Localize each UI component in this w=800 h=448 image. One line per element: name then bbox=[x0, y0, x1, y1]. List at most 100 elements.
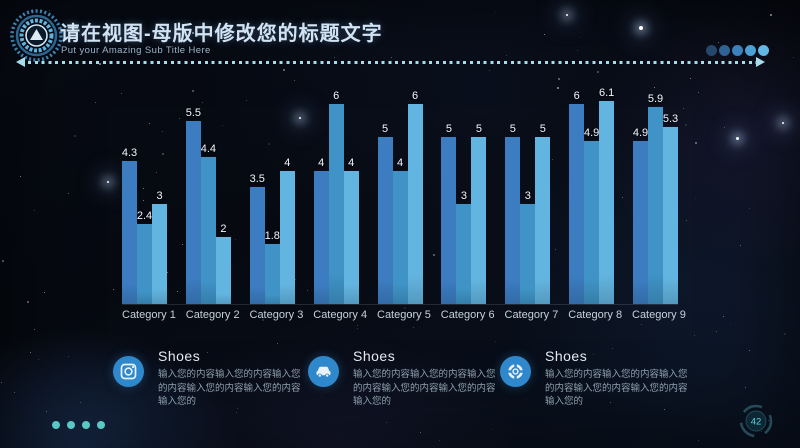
star bbox=[413, 327, 414, 328]
star bbox=[357, 328, 358, 329]
star bbox=[555, 249, 556, 250]
star bbox=[495, 12, 496, 13]
star bbox=[761, 431, 762, 432]
bar-value-label: 4.9 bbox=[632, 126, 649, 139]
star bbox=[95, 102, 96, 103]
star bbox=[68, 193, 69, 194]
star bbox=[202, 102, 203, 103]
star bbox=[438, 375, 439, 376]
bar-group: 5.5 4.4 2 bbox=[186, 100, 231, 304]
footer-dot bbox=[67, 421, 75, 429]
star bbox=[207, 352, 208, 353]
star bbox=[489, 70, 490, 71]
star bbox=[162, 153, 164, 155]
star bbox=[167, 272, 168, 273]
bar: 2 bbox=[215, 223, 231, 304]
progress-dot bbox=[758, 45, 769, 56]
bar: 5 bbox=[505, 123, 521, 304]
star bbox=[82, 22, 83, 23]
bar-value-label: 5.9 bbox=[647, 93, 664, 106]
star bbox=[27, 301, 29, 303]
feature-body: 输入您的内容输入您的内容输入您的内容输入您的内容输入您的内容输入您的 bbox=[545, 369, 688, 407]
page-subtitle: Put your Amazing Sub Title Here bbox=[61, 45, 211, 56]
progress-dot bbox=[732, 45, 743, 56]
feature-item-1: Shoes 输入您的内容输入您的内容输入您的内容输入您的内容输入您的内容输入您的 bbox=[113, 348, 308, 409]
bar-value-label: 3 bbox=[156, 190, 163, 202]
bar-value-label: 5.3 bbox=[662, 113, 679, 126]
category-label: Category 5 bbox=[377, 309, 431, 321]
star bbox=[690, 78, 691, 79]
bar: 4 bbox=[343, 157, 359, 304]
star bbox=[246, 100, 247, 101]
star bbox=[740, 245, 741, 246]
star bbox=[383, 371, 384, 372]
bar-value-label: 3 bbox=[460, 190, 467, 202]
star bbox=[262, 319, 264, 321]
star bbox=[99, 63, 101, 65]
star bbox=[294, 80, 295, 81]
footer-dot bbox=[97, 421, 105, 429]
star bbox=[410, 314, 412, 316]
star bbox=[439, 440, 440, 441]
bar-chart: 4.3 2.4 3 5.5 4.4 2 3.5 1.8 4 4 6 4 5 4 6 5 3 5 5 3 5 6 4.9 6.1… bbox=[122, 87, 686, 329]
bar-plot: 4.3 2.4 3 5.5 4.4 2 3.5 1.8 4 4 6 4 5 4 6 5 3 5 5 3 5 6 4.9 6.1… bbox=[122, 87, 679, 305]
star bbox=[698, 92, 699, 93]
star bbox=[281, 37, 283, 39]
star bbox=[182, 244, 183, 245]
star bbox=[597, 71, 599, 73]
star bbox=[695, 198, 696, 199]
star bbox=[143, 188, 144, 189]
star bbox=[2, 260, 4, 262]
star bbox=[80, 402, 81, 403]
progress-dots bbox=[706, 45, 769, 56]
star bbox=[235, 239, 236, 240]
star bbox=[253, 26, 254, 27]
dotted-divider bbox=[28, 61, 756, 64]
feature-item-3: Shoes 输入您的内容输入您的内容输入您的内容输入您的内容输入您的内容输入您的 bbox=[500, 348, 695, 409]
bar-value-label: 4 bbox=[348, 156, 355, 169]
bar-value-label: 4.3 bbox=[121, 146, 138, 159]
bar: 3.5 bbox=[250, 173, 265, 304]
feature-title: Shoes bbox=[545, 348, 588, 364]
bar: 4.3 bbox=[122, 147, 137, 304]
bar-group: 5 3 5 bbox=[505, 100, 551, 304]
car-icon bbox=[308, 356, 339, 387]
category-label: Category 8 bbox=[568, 309, 623, 321]
bar-group: 5 3 5 bbox=[441, 100, 487, 304]
star bbox=[307, 290, 308, 291]
star bbox=[716, 331, 717, 332]
bar-value-label: 5 bbox=[445, 123, 452, 136]
bar: 5 bbox=[471, 123, 487, 304]
category-label: Category 9 bbox=[632, 309, 686, 321]
star bbox=[664, 409, 665, 410]
star bbox=[723, 316, 724, 317]
star bbox=[506, 55, 507, 56]
star bbox=[295, 279, 296, 280]
star bbox=[143, 200, 144, 201]
star bbox=[179, 118, 180, 119]
bar: 4 bbox=[392, 157, 408, 304]
bar-value-label: 5 bbox=[509, 123, 516, 136]
logo-icon bbox=[10, 9, 63, 62]
star bbox=[278, 383, 279, 384]
bar-value-label: 4.4 bbox=[200, 143, 217, 156]
bright-star bbox=[107, 181, 109, 183]
star bbox=[491, 429, 492, 430]
bright-star bbox=[735, 136, 739, 140]
star bbox=[113, 289, 114, 290]
star bbox=[49, 10, 50, 11]
bright-star bbox=[639, 26, 643, 30]
arrow-left-icon bbox=[16, 57, 25, 67]
star bbox=[1, 382, 2, 383]
star bbox=[34, 210, 35, 211]
star bbox=[745, 387, 746, 388]
bar-value-label: 6 bbox=[573, 90, 580, 102]
star bbox=[683, 108, 684, 109]
star bbox=[236, 412, 237, 413]
bar-value-label: 5.5 bbox=[185, 106, 202, 119]
bar: 5 bbox=[535, 123, 551, 304]
bright-star bbox=[781, 121, 785, 125]
star bbox=[156, 172, 157, 173]
bar: 3 bbox=[456, 190, 472, 304]
bar: 4 bbox=[279, 157, 295, 304]
